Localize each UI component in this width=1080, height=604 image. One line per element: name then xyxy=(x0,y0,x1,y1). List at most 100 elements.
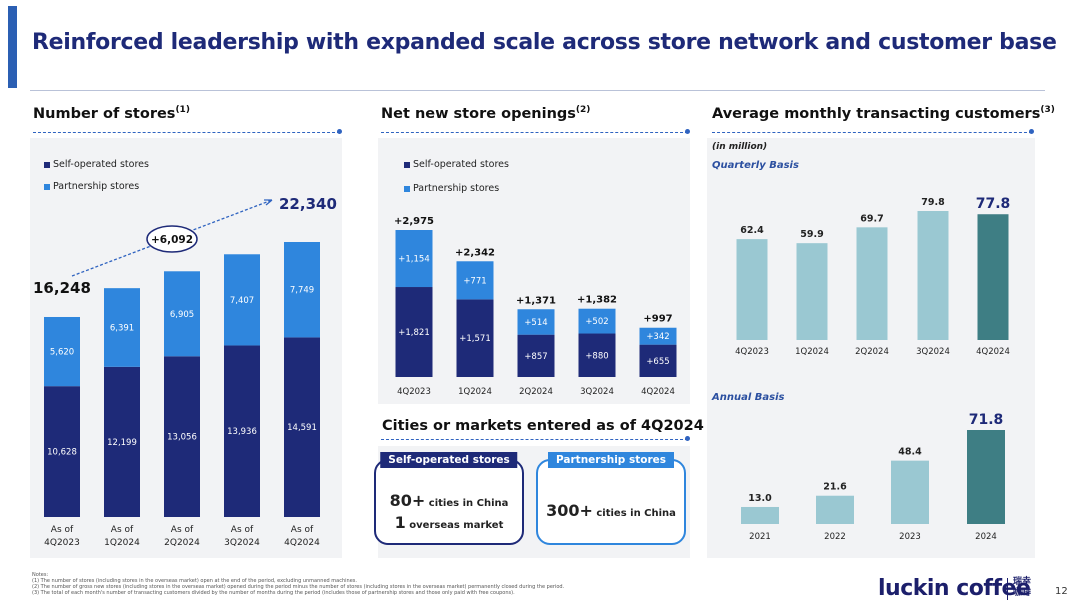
legend-partner-swatch xyxy=(44,183,50,190)
logo-separator xyxy=(1007,578,1008,600)
stores-label-partner: 6,391 xyxy=(110,323,134,333)
quarterly-xtick: 3Q2024 xyxy=(916,347,950,357)
stores-bar-self xyxy=(224,345,260,517)
note-heading: Notes: xyxy=(32,572,49,578)
openings-bar-partner xyxy=(578,308,616,334)
legend-partner-stores: Partnership stores xyxy=(44,181,139,192)
openings-label-partner: +342 xyxy=(646,332,669,342)
stores-bar-self xyxy=(44,386,80,517)
customers-divider xyxy=(712,129,1034,134)
self-cities-header: Self-operated stores xyxy=(380,452,518,468)
stores-xtick: As of xyxy=(111,525,134,535)
quarterly-value-label: 59.9 xyxy=(800,229,823,240)
quarterly-bar xyxy=(917,211,949,340)
stores-xtick: As of xyxy=(291,525,314,535)
annual-xtick: 2021 xyxy=(749,532,771,542)
openings-bar-self xyxy=(639,344,677,377)
accent-bar xyxy=(8,6,17,88)
openings-total-label: +1,382 xyxy=(577,295,617,306)
quarterly-bar xyxy=(856,227,888,340)
openings-bar-self xyxy=(517,334,555,377)
stores-xtick: 4Q2024 xyxy=(284,538,320,548)
quarterly-xtick: 4Q2023 xyxy=(735,347,769,357)
quarterly-xtick: 4Q2024 xyxy=(976,347,1010,357)
stores-xtick: 1Q2024 xyxy=(104,538,140,548)
stores-bar-partner xyxy=(164,271,200,357)
quarterly-value-label: 79.8 xyxy=(921,197,945,208)
self-cities-box: Self-operated stores 80+ cities in China… xyxy=(374,452,524,545)
annual-xtick: 2023 xyxy=(899,532,921,542)
openings-xtick: 3Q2024 xyxy=(580,387,614,397)
quarterly-xtick: 2Q2024 xyxy=(855,347,889,357)
stores-growth-label: +6,092 xyxy=(151,234,193,246)
stores-label-partner: 7,749 xyxy=(290,286,314,296)
openings-xtick: 2Q2024 xyxy=(519,387,553,397)
legend-self-swatch xyxy=(404,161,410,168)
quarterly-bar xyxy=(796,243,828,340)
quarterly-basis-label: Quarterly Basis xyxy=(712,160,799,171)
self-cities-line1: 80+ cities in China xyxy=(389,491,509,510)
stores-label-self: 14,591 xyxy=(287,423,317,433)
quarterly-bar xyxy=(977,214,1009,340)
annual-bar xyxy=(816,495,854,524)
stores-xtick: As of xyxy=(51,525,74,535)
stores-bar-partner xyxy=(284,242,320,338)
openings-label-partner: +502 xyxy=(585,317,608,327)
stores-label-partner: 5,620 xyxy=(50,348,74,358)
stores-bar-partner xyxy=(44,316,80,387)
page-title: Reinforced leadership with expanded scal… xyxy=(32,30,1057,55)
openings-total-label: +2,975 xyxy=(394,216,434,227)
legend-self-swatch xyxy=(44,161,50,168)
stores-bar-partner xyxy=(224,254,260,346)
quarterly-xtick: 1Q2024 xyxy=(795,347,829,357)
openings-bar-partner xyxy=(395,230,433,288)
footnotes: Notes: (1) The number of stores (includi… xyxy=(32,572,564,596)
note-1: (1) The number of stores (including stor… xyxy=(32,578,357,584)
openings-label-self: +880 xyxy=(585,351,608,361)
stores-xtick: As of xyxy=(231,525,254,535)
openings-total-label: +1,371 xyxy=(516,295,556,306)
stores-divider xyxy=(33,129,342,134)
stores-label-self: 13,056 xyxy=(167,433,197,443)
annual-value-label: 13.0 xyxy=(748,493,772,504)
stores-label-partner: 6,905 xyxy=(170,310,194,320)
customers-section-title: Average monthly transacting customers(3) xyxy=(712,105,1055,122)
legend-self-stores: Self-operated stores xyxy=(44,159,149,170)
stores-start-total: 16,248 xyxy=(33,279,91,297)
openings-bar-partner xyxy=(639,327,677,345)
stores-label-self: 13,936 xyxy=(227,427,257,437)
annual-bar xyxy=(967,430,1005,524)
stores-growth-bubble xyxy=(146,225,198,253)
openings-total-label: +2,342 xyxy=(455,247,495,258)
openings-xtick: 4Q2023 xyxy=(397,387,431,397)
annual-bar xyxy=(891,460,929,524)
stores-label-self: 10,628 xyxy=(47,448,77,458)
openings-label-self: +857 xyxy=(524,352,547,362)
openings-section-title: Net new store openings(2) xyxy=(381,105,591,122)
stores-end-total: 22,340 xyxy=(279,195,337,213)
openings-label-self: +655 xyxy=(646,357,669,367)
stores-section-title: Number of stores(1) xyxy=(33,105,190,122)
quarterly-value-label: 77.8 xyxy=(976,196,1011,212)
partner-cities-line1: 300+ cities in China xyxy=(546,501,676,520)
openings-bar-partner xyxy=(517,309,555,335)
openings-bar-self xyxy=(456,299,494,377)
stores-bar-self xyxy=(284,337,320,517)
legend-partner-openings: Partnership stores xyxy=(404,183,499,194)
openings-label-partner: +771 xyxy=(463,276,486,286)
cities-divider xyxy=(381,436,690,441)
openings-label-self: +1,821 xyxy=(398,328,429,338)
stores-xtick: 2Q2024 xyxy=(164,538,200,548)
openings-divider xyxy=(381,129,690,134)
annual-bar xyxy=(741,506,779,524)
partner-cities-box: Partnership stores 300+ cities in China xyxy=(536,452,686,545)
openings-total-label: +997 xyxy=(643,314,672,325)
partner-cities-header: Partnership stores xyxy=(548,452,674,468)
annual-value-label: 71.8 xyxy=(969,412,1004,428)
legend-self-openings: Self-operated stores xyxy=(404,159,509,170)
logo-chinese: 瑞幸 咖啡 xyxy=(1013,577,1032,598)
stores-xtick: 4Q2023 xyxy=(44,538,80,548)
stores-xtick: As of xyxy=(171,525,194,535)
stores-label-self: 12,199 xyxy=(107,438,137,448)
